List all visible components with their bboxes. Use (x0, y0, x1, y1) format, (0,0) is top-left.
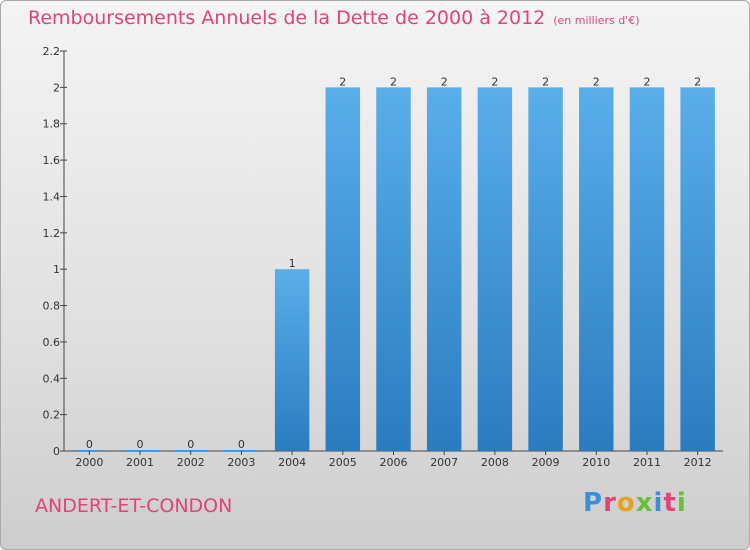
x-tick-label: 2005 (329, 456, 357, 469)
bar (376, 87, 411, 451)
x-tick-label: 2008 (481, 456, 509, 469)
bar (426, 87, 462, 451)
y-tick-label: 1.8 (43, 118, 61, 131)
logo-letter: x (635, 488, 654, 518)
bar (274, 269, 310, 451)
bar (72, 450, 107, 451)
y-tick-label: 1.4 (43, 190, 61, 203)
x-tick-label: 2012 (684, 456, 712, 469)
logo-letter: t (663, 488, 677, 518)
bar-value-label: 2 (542, 75, 549, 88)
bar-value-label: 0 (187, 438, 194, 451)
bar (122, 450, 158, 451)
bar (629, 87, 665, 451)
logo-letter: i (653, 488, 664, 518)
y-tick-label: 0.2 (43, 409, 61, 422)
y-tick-label: 0.4 (43, 372, 61, 385)
bar (173, 450, 208, 451)
bar (579, 87, 614, 451)
bar-value-label: 0 (238, 438, 245, 451)
bar (224, 450, 259, 451)
x-tick-label: 2002 (177, 456, 205, 469)
bar-value-label: 2 (593, 75, 600, 88)
x-tick-label: 2000 (75, 456, 103, 469)
bar-value-label: 2 (441, 75, 448, 88)
y-tick-label: 1 (53, 263, 60, 276)
bar-value-label: 2 (694, 75, 701, 88)
y-tick-label: 0.8 (43, 300, 61, 313)
x-tick-label: 2003 (227, 456, 255, 469)
x-tick-label: 2006 (380, 456, 408, 469)
x-tick-label: 2011 (633, 456, 661, 469)
y-tick-label: 1.6 (43, 154, 61, 167)
y-tick-label: 0.6 (43, 336, 61, 349)
bar-value-label: 2 (390, 75, 397, 88)
chart-title: Remboursements Annuels de la Dette de 20… (28, 7, 640, 29)
bar (528, 87, 563, 451)
logo-letter: i (676, 488, 687, 518)
proxiti-logo: Proxiti (583, 488, 687, 518)
bar-value-label: 1 (289, 257, 296, 270)
y-tick-label: 1.2 (43, 227, 61, 240)
bar-value-label: 0 (86, 438, 93, 451)
y-tick-label: 0 (53, 445, 60, 458)
x-tick-label: 2001 (126, 456, 154, 469)
x-tick-label: 2010 (582, 456, 610, 469)
plot-area: 00.20.40.60.811.21.41.61.822.20200002001… (43, 45, 723, 469)
bar (680, 87, 715, 451)
x-tick-label: 2004 (278, 456, 306, 469)
bar-value-label: 2 (643, 75, 650, 88)
y-tick-label: 2.2 (43, 45, 61, 58)
y-tick-label: 2 (53, 81, 60, 94)
logo-letter: P (583, 488, 604, 518)
place-name: ANDERT-ET-CONDON (35, 495, 233, 517)
logo-letter: r (603, 488, 617, 518)
logo-letter: o (616, 488, 636, 518)
bar-value-label: 0 (137, 438, 144, 451)
bar (325, 87, 361, 451)
chart-subtitle: (en milliers d'€) (553, 14, 640, 27)
bar-value-label: 2 (491, 75, 498, 88)
bar-value-label: 2 (339, 75, 346, 88)
x-tick-label: 2007 (430, 456, 458, 469)
bar (477, 87, 513, 451)
x-tick-label: 2009 (532, 456, 560, 469)
chart-title-text: Remboursements Annuels de la Dette de 20… (28, 7, 546, 29)
